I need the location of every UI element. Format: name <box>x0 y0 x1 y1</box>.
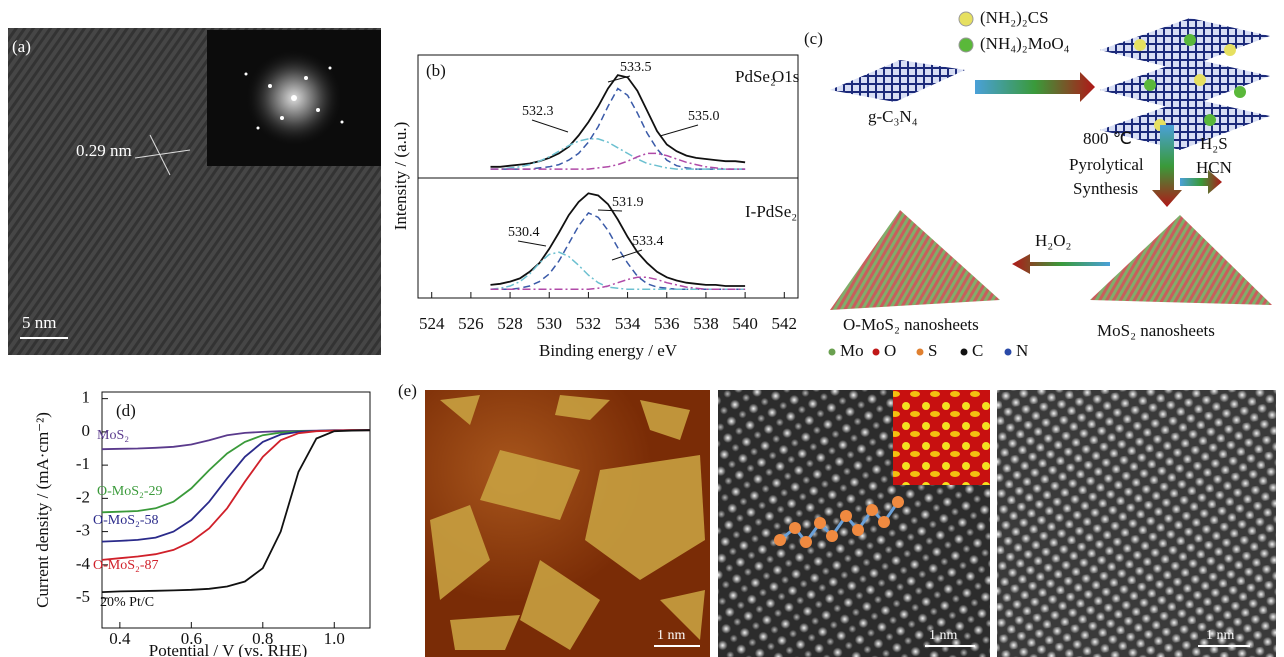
xps-frame <box>418 55 798 298</box>
y-tick-label: -1 <box>76 454 90 473</box>
y-tick-label: -3 <box>76 521 90 540</box>
x-tick-label: 524 <box>419 314 445 333</box>
gas: HCN <box>1196 158 1232 177</box>
reagent: (NH₄)₂MoO₄ <box>980 34 1070 53</box>
series-label: 20% Pt/C <box>100 595 154 610</box>
x-tick-label: 1.0 <box>324 629 345 648</box>
x-tick-label: 526 <box>458 314 484 333</box>
x-tick-label: 530 <box>536 314 562 333</box>
y-tick-label: 0 <box>82 421 91 440</box>
x-tick-label: 0.8 <box>252 629 273 648</box>
lattice-spacing: 0.29 nm <box>76 141 132 160</box>
product: O-MoS₂ nanosheets <box>843 315 979 334</box>
panel-label: (a) <box>12 37 31 56</box>
data-line <box>491 89 746 170</box>
scale-label: 1 nm <box>657 628 686 643</box>
x-tick-label: 0.4 <box>109 629 131 648</box>
x-tick-label: 532 <box>576 314 602 333</box>
y-tick-label: 1 <box>82 388 91 407</box>
legend-label: O <box>884 341 896 360</box>
legend-label: S <box>928 341 937 360</box>
data-line <box>102 430 370 512</box>
annotation-arrow <box>660 125 698 136</box>
x-tick-label: 540 <box>732 314 758 333</box>
subplot-title: I-PdSe₂ <box>745 202 797 221</box>
peak-annotation: 533.4 <box>632 234 664 249</box>
peak-annotation: 530.4 <box>508 225 540 240</box>
legend-dot <box>917 349 924 356</box>
arrow <box>975 72 1095 102</box>
legend-dot <box>961 349 968 356</box>
reagent: (NH₂)₂CS <box>980 8 1049 27</box>
legend-label: Mo <box>840 341 864 360</box>
x-axis-label: Binding energy / eV <box>539 341 678 360</box>
x-tick-label: 534 <box>615 314 641 333</box>
oxidant: H₂O₂ <box>1035 231 1071 250</box>
legend-dot <box>829 349 836 356</box>
stem-image <box>997 390 1276 657</box>
annotation-arrow <box>532 120 568 132</box>
legend-dot <box>1005 349 1012 356</box>
x-tick-label: 536 <box>654 314 680 333</box>
series-label: MoS₂ <box>97 428 129 443</box>
series-label: O-MoS₂-58 <box>93 513 159 528</box>
mos2-sheet <box>1090 215 1272 305</box>
legend-label: C <box>972 341 983 360</box>
subplot-title: PdSe₂ <box>735 67 776 86</box>
annotation-arrow <box>608 76 630 82</box>
reagent-icon <box>959 38 973 52</box>
annotation-arrow <box>518 241 546 246</box>
figure: (a) 0.29 nm 5 nm (c) (NH₂)₂CS (NH₄)₂MoO₄… <box>0 0 1284 657</box>
product: MoS₂ nanosheets <box>1097 321 1215 340</box>
peak-annotation: 531.9 <box>612 195 644 210</box>
peak-annotation: 533.5 <box>620 60 652 75</box>
y-axis-label: Intensity / (a.u.) <box>391 122 410 231</box>
x-axis-label: Potential / V (vs. RHE) <box>149 641 308 657</box>
panel-label: (e) <box>398 381 417 400</box>
subplot-tag: O1s <box>772 67 799 86</box>
omos2-sheet <box>830 210 1000 310</box>
x-tick-label: 528 <box>497 314 523 333</box>
x-tick-label: 542 <box>772 314 798 333</box>
gc3n4-sheet <box>830 60 965 102</box>
series-label: O-MoS₂-29 <box>97 484 163 499</box>
arrow <box>1012 254 1110 274</box>
scale-label: 1 nm <box>1206 628 1235 643</box>
page: (a) 0.29 nm 5 nm (c) (NH₂)₂CS (NH₄)₂MoO₄… <box>0 0 1284 657</box>
legend-label: N <box>1016 341 1028 360</box>
y-axis-label: Current density / (mA·cm⁻²) <box>33 412 52 608</box>
scale-label: 1 nm <box>929 628 958 643</box>
temperature: 800 ℃ <box>1083 129 1132 148</box>
atom-legend: Mo O S C N <box>829 341 1029 360</box>
stem-inset <box>893 390 990 485</box>
peak-annotation: 532.3 <box>522 104 554 119</box>
gas: H₂S <box>1200 134 1228 153</box>
y-tick-label: -4 <box>76 554 91 573</box>
x-tick-label: 0.6 <box>181 629 202 648</box>
scale-label: 5 nm <box>22 313 56 332</box>
series-label: O-MoS₂-87 <box>93 558 159 573</box>
panel-label: (c) <box>804 29 823 48</box>
y-tick-label: -2 <box>76 487 90 506</box>
panel-label: (b) <box>426 61 446 80</box>
reagent-icon <box>959 12 973 26</box>
panel-label: (d) <box>116 401 136 420</box>
y-tick-label: -5 <box>76 587 90 606</box>
step: Pyrolytical <box>1069 155 1144 174</box>
data-line <box>491 139 746 169</box>
x-tick-label: 538 <box>693 314 719 333</box>
peak-annotation: 535.0 <box>688 109 720 124</box>
annotation-arrow <box>612 250 642 260</box>
substrate: g-C₃N₄ <box>868 107 918 126</box>
legend-dot <box>873 349 880 356</box>
data-line <box>491 153 746 169</box>
step: Synthesis <box>1073 179 1138 198</box>
